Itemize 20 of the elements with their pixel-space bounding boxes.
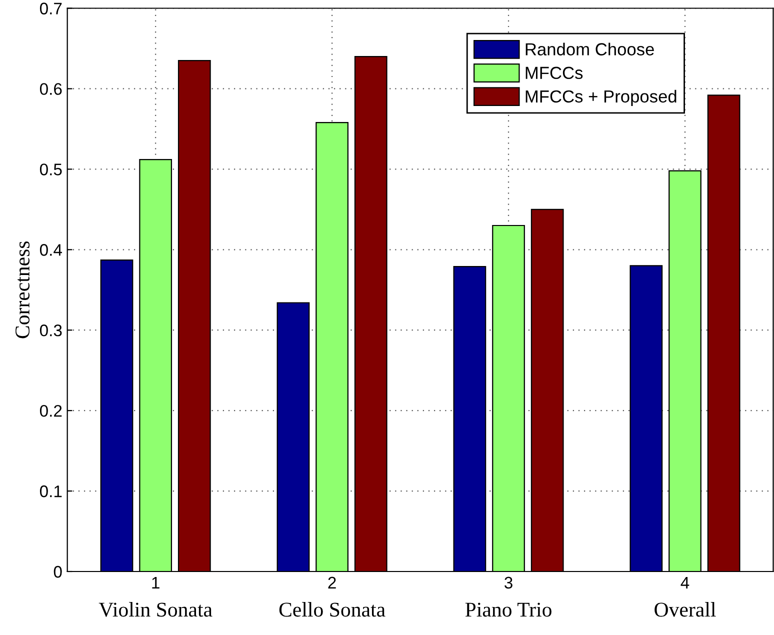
y-tick-label: 0.1 [40,485,62,498]
x-tick-label: 4 [680,576,690,588]
text: Violin Sonata [98,602,212,617]
text: Overall [654,602,716,617]
x-tick-label: 3 [504,576,512,589]
y-tick-label: 0.3 [40,324,62,336]
legend-label: MFCCs + Proposed [526,90,676,106]
x-tick-label: 2 [328,576,336,588]
y-tick-label: 0.4 [40,244,62,256]
y-tick-label: 0.2 [40,404,62,417]
y-tick-label: 0.6 [40,83,62,95]
y-tick-label: 0.7 [40,2,62,14]
y-tick-label: 0.5 [40,164,62,176]
x-tick-label: 1 [152,576,160,588]
y-axis-title: Correctness [16,241,30,338]
legend-label: MFCCs [526,66,583,80]
text: Cello Sonata [279,602,386,617]
y-tick-label: 0 [54,566,62,578]
legend-label: Random Choose [526,42,654,56]
text: Piano Trio [465,602,552,617]
